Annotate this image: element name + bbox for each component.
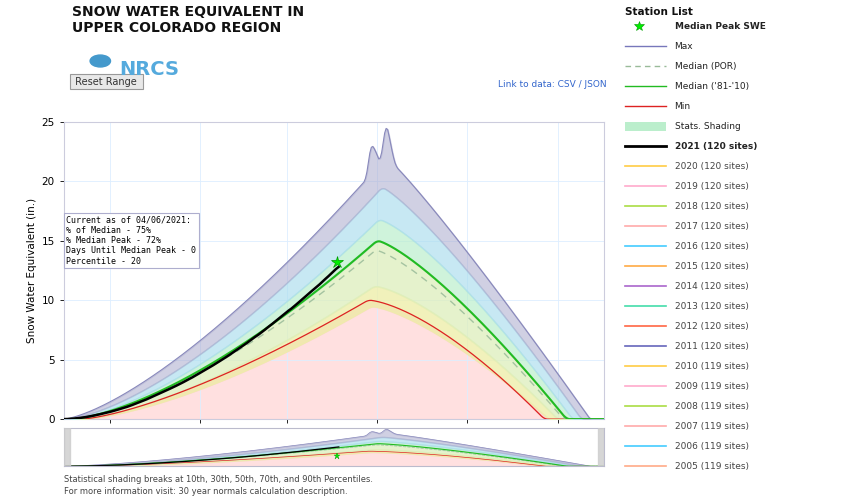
Text: NRCS: NRCS <box>119 60 179 78</box>
Text: UPPER COLORADO REGION: UPPER COLORADO REGION <box>72 21 281 35</box>
Text: 2018 (120 sites): 2018 (120 sites) <box>675 202 749 211</box>
Text: Link to data: CSV / JSON: Link to data: CSV / JSON <box>498 80 607 89</box>
Text: 2006 (119 sites): 2006 (119 sites) <box>675 442 749 451</box>
Text: 2009 (119 sites): 2009 (119 sites) <box>675 382 749 391</box>
Bar <box>625 122 666 131</box>
Text: Median Peak SWE: Median Peak SWE <box>675 22 766 31</box>
Text: 2017 (120 sites): 2017 (120 sites) <box>675 222 749 231</box>
Text: 2021 (120 sites): 2021 (120 sites) <box>675 142 757 151</box>
Bar <box>598 428 604 466</box>
Text: 2012 (120 sites): 2012 (120 sites) <box>675 322 748 331</box>
Text: 2005 (119 sites): 2005 (119 sites) <box>675 462 749 471</box>
Text: 2014 (120 sites): 2014 (120 sites) <box>675 282 748 291</box>
Text: 2019 (120 sites): 2019 (120 sites) <box>675 182 749 191</box>
Text: Station List: Station List <box>625 7 693 17</box>
Y-axis label: Snow Water Equivalent (in.): Snow Water Equivalent (in.) <box>27 198 37 343</box>
Text: Reset Range: Reset Range <box>72 77 140 87</box>
Text: SNOW WATER EQUIVALENT IN: SNOW WATER EQUIVALENT IN <box>72 5 304 19</box>
Text: Min: Min <box>675 102 691 111</box>
Text: 2007 (119 sites): 2007 (119 sites) <box>675 422 749 431</box>
Text: Median ('81-'10): Median ('81-'10) <box>675 82 749 91</box>
Text: 2008 (119 sites): 2008 (119 sites) <box>675 402 749 411</box>
Text: Stats. Shading: Stats. Shading <box>675 122 740 131</box>
Text: Median (POR): Median (POR) <box>675 62 736 71</box>
Text: Current as of 04/06/2021:
% of Median - 75%
% Median Peak - 72%
Days Until Media: Current as of 04/06/2021: % of Median - … <box>66 215 196 266</box>
Text: Statistical shading breaks at 10th, 30th, 50th, 70th, and 90th Percentiles.
For : Statistical shading breaks at 10th, 30th… <box>64 475 373 496</box>
Text: 2013 (120 sites): 2013 (120 sites) <box>675 302 749 311</box>
Bar <box>64 428 70 466</box>
Text: 2010 (119 sites): 2010 (119 sites) <box>675 362 749 371</box>
Text: 2015 (120 sites): 2015 (120 sites) <box>675 262 749 271</box>
Text: 2016 (120 sites): 2016 (120 sites) <box>675 242 749 251</box>
Text: 2020 (120 sites): 2020 (120 sites) <box>675 162 748 171</box>
Text: 2011 (120 sites): 2011 (120 sites) <box>675 342 749 351</box>
Text: Max: Max <box>675 42 694 51</box>
